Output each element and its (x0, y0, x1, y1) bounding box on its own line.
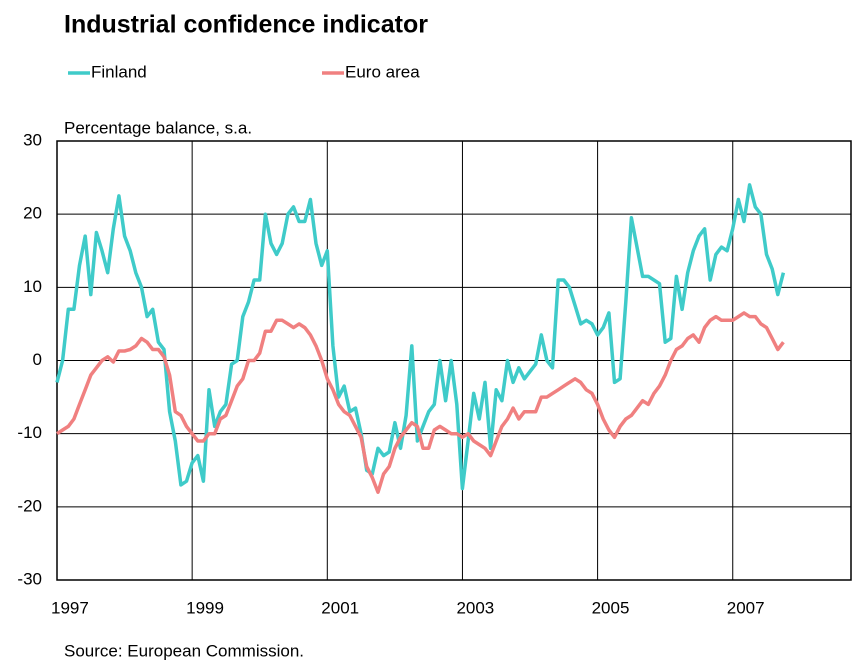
y-tick-label: 10 (23, 277, 42, 296)
legend-label: Euro area (345, 62, 420, 81)
plot-frame (56, 140, 852, 581)
x-tick-label: 2001 (321, 598, 359, 617)
y-tick-label: 20 (23, 204, 42, 223)
x-tick-label: 2007 (727, 598, 765, 617)
data-line (56, 311, 785, 494)
x-tick-label: 2003 (456, 598, 494, 617)
y-tick-label: -10 (17, 423, 42, 442)
x-tick-label: 1997 (51, 598, 89, 617)
x-tick-label: 2005 (592, 598, 630, 617)
y-tick-label: -30 (17, 569, 42, 588)
x-tick-label: 1999 (186, 598, 224, 617)
y-tick-label: 30 (23, 130, 42, 149)
source-note: Source: European Commission. (64, 641, 304, 660)
chart-title: Industrial confidence indicator (64, 11, 428, 39)
y-tick-label: -20 (17, 496, 42, 515)
y-tick-label: 0 (33, 350, 42, 369)
y-axis-label: Percentage balance, s.a. (64, 118, 252, 137)
legend-label: Finland (91, 62, 147, 81)
